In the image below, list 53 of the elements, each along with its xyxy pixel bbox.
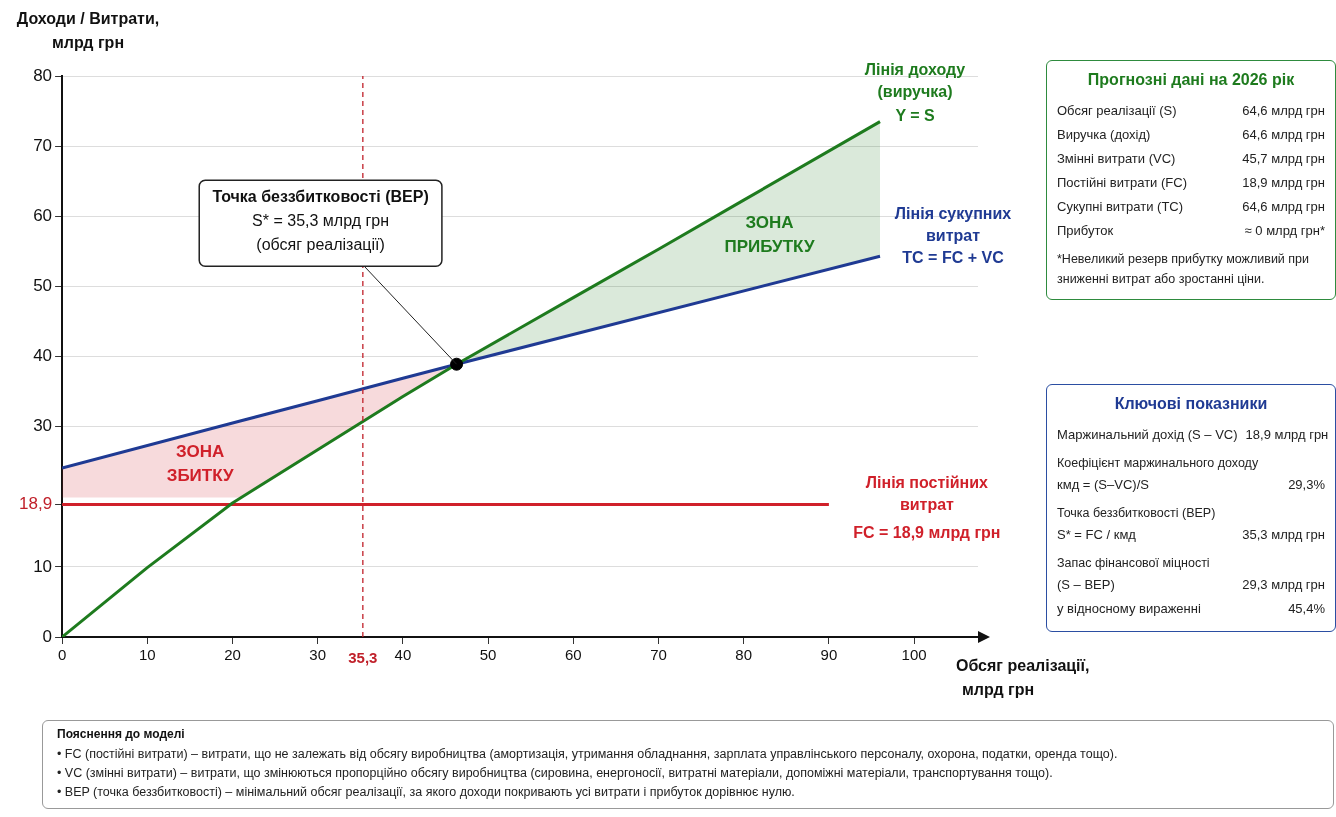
x-tick-label: 40 xyxy=(394,646,412,664)
annotation: TC = FC + VC xyxy=(902,248,1005,266)
annotation: FC = 18,9 млрд грн xyxy=(853,523,1001,541)
x-tick-label: 50 xyxy=(479,646,497,664)
x-tick-label: 80 xyxy=(735,646,753,664)
annotation: ЗОНА ЗБИТКУ xyxy=(166,442,234,486)
text: Змінні витрати (VC) 45,7 млрд грн xyxy=(1057,151,1325,166)
text: Прогнозні дані на 2026 рік xyxy=(1086,71,1296,89)
y-tick-label: 40 xyxy=(33,346,53,366)
text: *Невеликий резерв прибутку можливий при зниженні витрат або зростанні ціни. xyxy=(1057,251,1311,288)
x-tick-label: 70 xyxy=(650,646,667,664)
text: Обсяг реалізації (S) 64,6 млрд грн xyxy=(1057,103,1325,118)
annotation: Точка беззбитковості (BEP) S* = 35,3 млрд грн (обсяг реалізації) xyxy=(212,187,429,253)
x-tick-label: 0 xyxy=(57,646,67,664)
y-axis-title: Доходи / Витрати, млрд грн xyxy=(16,10,160,52)
series-label: Лінія сукупних витрат xyxy=(894,204,1012,244)
text: Пояснення до моделі xyxy=(57,727,186,741)
x-tick-label: 100 xyxy=(901,646,927,664)
text: у відносному вираженні 45,4% xyxy=(1057,601,1325,616)
text: Точка беззбитковості (BEP) xyxy=(1057,505,1217,522)
annotation: Y = S xyxy=(895,106,935,124)
text: Запас фінансової міцності xyxy=(1057,555,1211,572)
ref-line-label: 35,3 xyxy=(348,648,378,666)
text: Ключові показники xyxy=(1113,395,1269,413)
text: Сукупні витрати (TC) 64,6 млрд грн xyxy=(1057,199,1325,214)
text: • FC (постійні витрати) – витрати, що не залежать від обсягу виробництва (амортизація, утримання обладнання, зарплата управлінського персоналу, охорона, податки, оренда тощо). xyxy=(57,746,1119,763)
text: • BEP (точка беззбитковості) – мінімальний обсяг реалізації, за якого доходи покривають усі витрати і прибуток дорівнює нулю. xyxy=(57,784,796,801)
text: (S – BEP) 29,3 млрд грн xyxy=(1057,577,1325,592)
text: Виручка (дохід) 64,6 млрд грн xyxy=(1057,127,1325,142)
y-tick-label: 0 xyxy=(42,626,53,646)
y-tick-label: 80 xyxy=(33,65,53,85)
y-tick-label: 70 xyxy=(33,135,53,155)
text: Маржинальний дохід (S – VC) 18,9 млрд грн xyxy=(1057,426,1329,444)
text: • VC (змінні витрати) – витрати, що змінюються пропорційно обсягу виробництва (сировина, енергоносії, витратні матеріали, допоміжні матеріали, транспортування тощо). xyxy=(57,765,1054,782)
y-tick-label: 10 xyxy=(33,556,53,576)
x-axis-title: Обсяг реалізації, млрд грн xyxy=(956,657,1090,699)
x-tick-label: 60 xyxy=(564,646,582,664)
text: Коефіцієнт маржинального доходу xyxy=(1057,455,1260,472)
x-tick-label: 90 xyxy=(820,646,838,664)
text: S* = FC / кмд 35,3 млрд грн xyxy=(1057,527,1325,542)
y-tick-label: 30 xyxy=(33,416,53,436)
x-tick-label: 30 xyxy=(309,646,327,664)
x-tick-label: 20 xyxy=(224,646,241,664)
text: Прибуток ≈ 0 млрд грн* xyxy=(1057,223,1325,238)
text: Лінія постійних витрат xyxy=(865,473,989,513)
text: Постійні витрати (FC) 18,9 млрд грн xyxy=(1057,175,1325,190)
text: кмд = (S–VC)/S 29,3% xyxy=(1057,477,1325,492)
y-tick-label: 18,9 xyxy=(18,494,53,514)
series-label: Лінія доходу (виручка) xyxy=(864,60,966,100)
y-tick-label: 60 xyxy=(33,205,53,225)
y-tick-label: 50 xyxy=(33,276,53,296)
annotation: ЗОНА ПРИБУТКУ xyxy=(724,212,815,256)
x-tick-label: 10 xyxy=(138,646,156,664)
